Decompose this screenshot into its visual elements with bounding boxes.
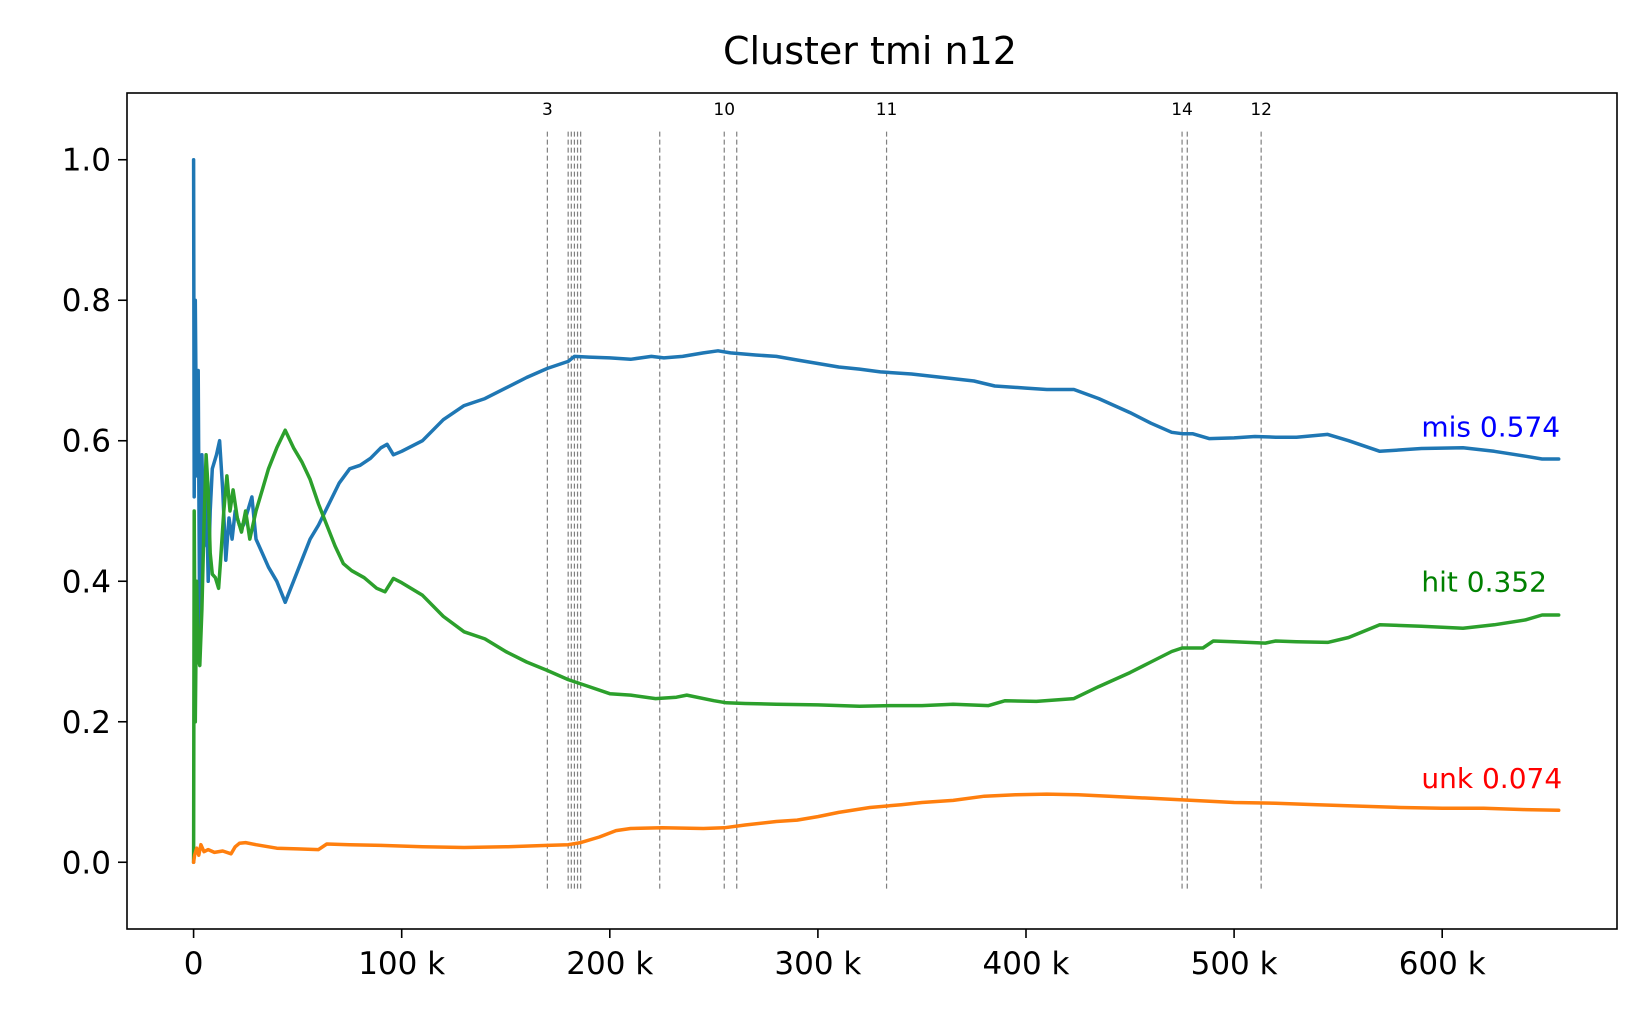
x-tick-label: 300 k bbox=[774, 946, 861, 982]
plot-frame bbox=[126, 92, 1618, 930]
series-layer bbox=[191, 157, 1561, 865]
chart-title: Cluster tmi n12 bbox=[723, 29, 1017, 73]
marker-label: 12 bbox=[1250, 100, 1272, 120]
x-axis: 0 100 k 200 k 300 k 400 k 500 k 600 k bbox=[184, 929, 1486, 982]
x-tick-label: 100 k bbox=[358, 946, 445, 982]
annotations-layer: mis 0.574 hit 0.352 unk 0.074 bbox=[1421, 411, 1562, 795]
series-annotation: unk 0.074 bbox=[1421, 762, 1562, 795]
series-line-mis bbox=[191, 157, 1561, 654]
y-tick-label: 0.2 bbox=[62, 705, 111, 741]
marker-label: 14 bbox=[1171, 100, 1193, 120]
y-tick-label: 0.4 bbox=[62, 564, 111, 600]
y-tick-label: 0.8 bbox=[62, 283, 111, 319]
x-tick-label: 500 k bbox=[1191, 946, 1278, 982]
x-tick-label: 0 bbox=[184, 946, 204, 982]
marker-label: 3 bbox=[542, 100, 553, 120]
x-tick-label: 400 k bbox=[983, 946, 1070, 982]
y-tick-label: 0.0 bbox=[62, 845, 111, 881]
marker-label: 10 bbox=[713, 100, 735, 120]
series-annotation: hit 0.352 bbox=[1421, 565, 1547, 598]
vertical-markers: 3 10 11 14 12 bbox=[542, 100, 1272, 891]
series-line-hit bbox=[191, 428, 1561, 865]
series-annotation: mis 0.574 bbox=[1421, 411, 1560, 444]
x-tick-label: 200 k bbox=[566, 946, 653, 982]
y-axis: 0.0 0.2 0.4 0.6 0.8 1.0 bbox=[62, 143, 127, 881]
marker-label: 11 bbox=[876, 100, 898, 120]
x-tick-label: 600 k bbox=[1399, 946, 1486, 982]
y-tick-label: 1.0 bbox=[62, 143, 111, 179]
y-tick-label: 0.6 bbox=[62, 424, 111, 460]
series-line-unk bbox=[191, 792, 1561, 865]
